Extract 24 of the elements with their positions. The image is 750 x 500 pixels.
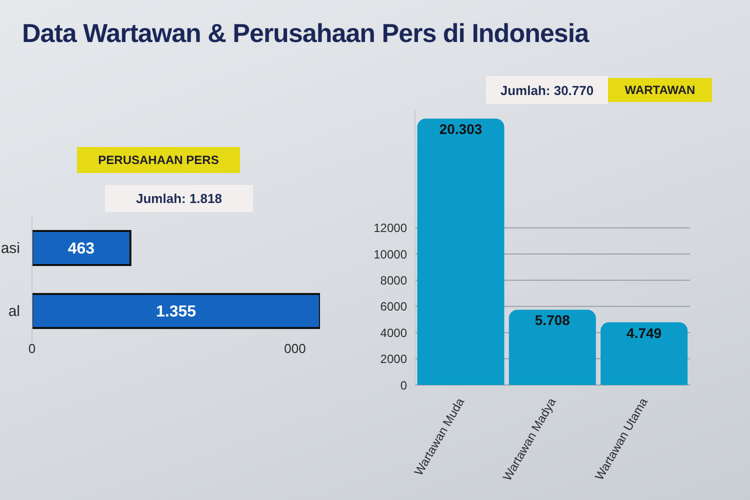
y-tick-label: 8000 [380,274,408,288]
y-tick-label: 0 [400,378,408,392]
y-tick-label: 4000 [380,326,408,340]
y-tick-label: 2000 [380,352,408,366]
y-tick-label: al [8,302,20,320]
data-label: 4.749 [626,324,662,341]
y-tick-label: 6000 [380,300,408,314]
chart-title: Data Wartawan & Perusahaan Pers di Indonesia [22,18,590,49]
annotation: 0 [27,340,37,356]
data-label: 5.708 [534,312,570,328]
data-label: 463 [68,240,95,258]
annotation: 000 [283,340,307,356]
y-tick-label: 12000 [374,221,408,236]
y-tick-label: 10000 [374,247,408,262]
y-tick-label: asi [0,240,20,257]
data-label: 20.303 [439,121,482,138]
chart-subtitle: PERUSAHAAN PERS [77,147,240,173]
chart-title: WARTAWAN [608,78,712,102]
bar [508,310,596,385]
text: Jumlah: 1.818 [105,185,253,212]
bar [417,118,504,385]
text: Jumlah: 30.770 [486,76,608,104]
bar [600,322,688,385]
data-label: 1.355 [156,304,196,321]
